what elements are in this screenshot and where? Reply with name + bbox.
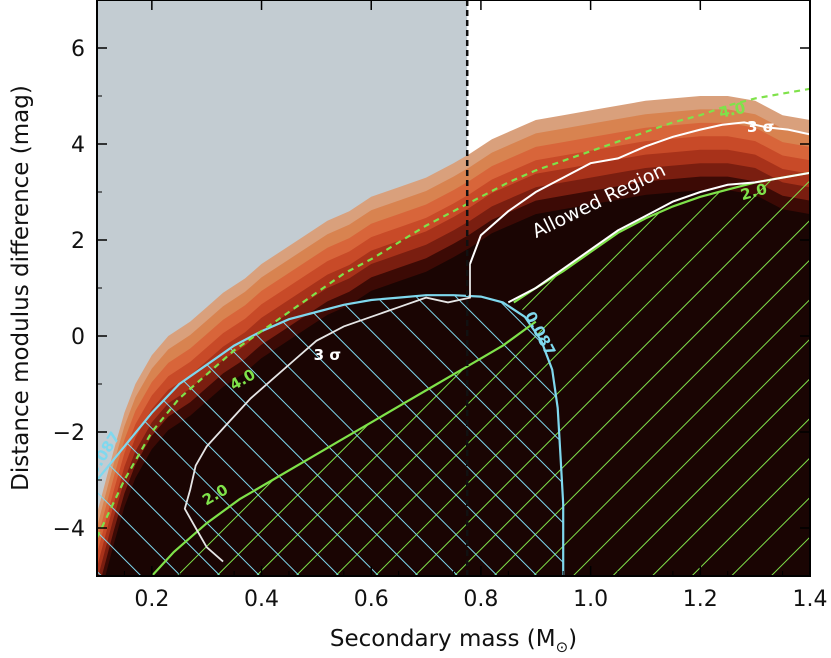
x-tick-label: 1.2 xyxy=(683,587,718,612)
x-tick-label: 1.0 xyxy=(573,587,608,612)
contour-3sigma-lower xyxy=(507,171,810,304)
label-3sigma-left: 3 σ xyxy=(314,346,341,364)
label-4-right: 4.0 xyxy=(717,99,747,122)
axes: 0.2 0.4 0.6 0.8 1.0 1.2 1.4 −4 −2 0 2 4 6 Secondary m… xyxy=(8,0,828,656)
y-axis-title: Distance modulus difference (mag) xyxy=(8,85,34,491)
hatch-region-0087 xyxy=(97,295,564,576)
y-tick-label: −4 xyxy=(53,517,85,542)
y-tick-label: 2 xyxy=(71,229,85,254)
contour-3sigma-upper xyxy=(469,121,810,265)
label-3sigma-right: 3 σ xyxy=(747,118,774,136)
contour-2-lower xyxy=(150,320,537,576)
y-tick-label: −2 xyxy=(53,421,85,446)
x-axis-title: Secondary mass (M⊙) xyxy=(330,626,577,656)
y-tick-label: 4 xyxy=(71,133,85,158)
y-tick-label: 6 xyxy=(71,37,85,62)
contour-3sigma-left xyxy=(183,264,471,563)
x-tick-label: 0.6 xyxy=(354,587,389,612)
x-axis-unit-symbol: ⊙ xyxy=(556,638,569,656)
x-tick-label: 0.8 xyxy=(463,587,498,612)
x-axis-title-close: ) xyxy=(568,626,577,652)
x-tick-label: 0.2 xyxy=(134,587,169,612)
contour-4 xyxy=(97,87,810,539)
y-tick-label: 0 xyxy=(71,325,85,350)
x-tick-label: 0.4 xyxy=(244,587,279,612)
contour-0087 xyxy=(97,294,565,576)
x-tick-label: 1.4 xyxy=(793,587,828,612)
